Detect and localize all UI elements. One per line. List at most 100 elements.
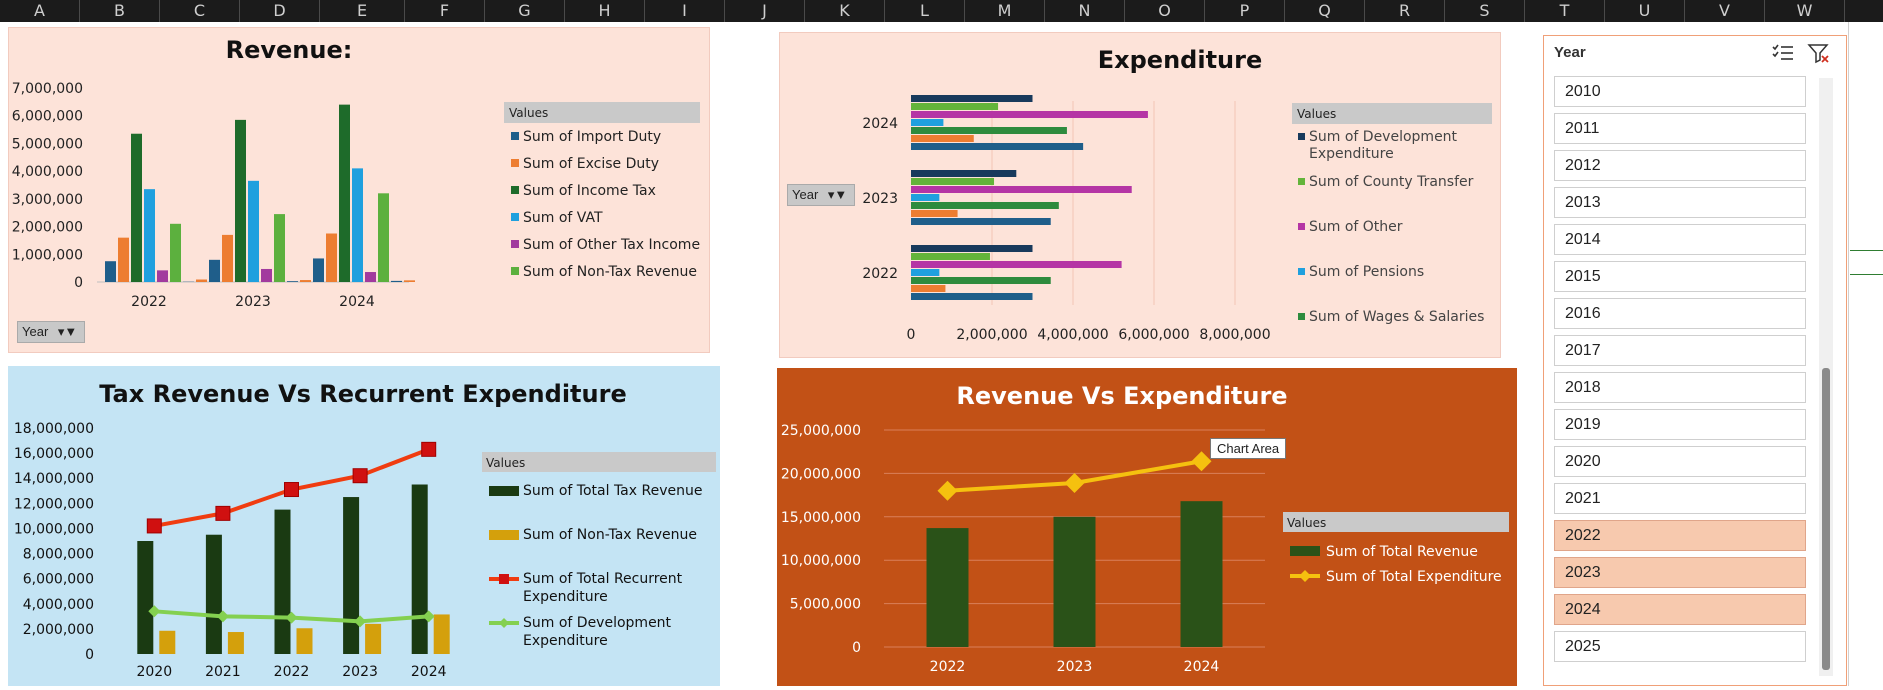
bar[interactable] [911,210,958,217]
slicer-item-2021[interactable]: 2021 [1554,483,1806,514]
column-header-r[interactable]: R [1365,0,1445,22]
column-header-q[interactable]: Q [1285,0,1365,22]
column-header-c[interactable]: C [160,0,240,22]
data-point[interactable] [147,519,161,533]
data-point[interactable] [1065,473,1085,493]
slicer-item-2023[interactable]: 2023 [1554,557,1806,588]
bar[interactable] [228,632,244,654]
slicer-item-2012[interactable]: 2012 [1554,150,1806,181]
bar[interactable] [911,202,1059,209]
bar[interactable] [927,528,969,647]
data-point[interactable] [216,506,230,520]
bar[interactable] [365,272,376,282]
bar[interactable] [144,189,155,282]
bar[interactable] [287,281,298,282]
bar[interactable] [911,277,1051,284]
bar[interactable] [274,214,285,282]
column-header-u[interactable]: U [1605,0,1685,22]
column-header-v[interactable]: V [1685,0,1765,22]
column-header-n[interactable]: N [1045,0,1125,22]
bar[interactable] [352,168,363,282]
data-point[interactable] [285,483,299,497]
bar[interactable] [209,260,220,282]
column-header-t[interactable]: T [1525,0,1605,22]
bar[interactable] [911,178,994,185]
data-point[interactable] [1192,451,1212,471]
bar[interactable] [275,510,291,654]
slicer-item-2013[interactable]: 2013 [1554,187,1806,218]
column-header-o[interactable]: O [1125,0,1205,22]
bar[interactable] [378,193,389,282]
slicer-item-2024[interactable]: 2024 [1554,594,1806,625]
column-header-e[interactable]: E [320,0,405,22]
slicer-item-2010[interactable]: 2010 [1554,76,1806,107]
column-header-i[interactable]: I [645,0,725,22]
slicer-item-2020[interactable]: 2020 [1554,446,1806,477]
slicer-scroll-thumb[interactable] [1822,368,1830,670]
bar[interactable] [365,624,381,654]
column-header-b[interactable]: B [80,0,160,22]
bar[interactable] [313,258,324,282]
bar[interactable] [157,270,168,282]
year-filter-button[interactable]: Year ▾▼ [17,321,85,343]
bar[interactable] [404,280,415,282]
column-header-a[interactable]: A [0,0,80,22]
bar[interactable] [911,186,1132,193]
bar[interactable] [343,497,359,654]
bar[interactable] [118,238,129,282]
slicer-item-2014[interactable]: 2014 [1554,224,1806,255]
bar[interactable] [911,194,939,201]
bar[interactable] [170,224,181,282]
bar[interactable] [434,614,450,654]
slicer-item-2015[interactable]: 2015 [1554,261,1806,292]
slicer-scrollbar[interactable] [1819,78,1833,676]
slicer-item-2019[interactable]: 2019 [1554,409,1806,440]
bar[interactable] [131,134,142,282]
column-header-j[interactable]: J [725,0,805,22]
bar[interactable] [911,245,1033,252]
bar[interactable] [911,269,939,276]
bar[interactable] [137,541,153,654]
bar[interactable] [261,269,272,282]
data-point[interactable] [938,481,958,501]
bar[interactable] [911,293,1033,300]
column-header-l[interactable]: L [885,0,965,22]
bar[interactable] [911,218,1051,225]
slicer-item-2016[interactable]: 2016 [1554,298,1806,329]
column-header-g[interactable]: G [485,0,565,22]
year-filter-button[interactable]: Year ▾▼ [787,184,855,206]
column-header-w[interactable]: W [1765,0,1845,22]
bar[interactable] [248,181,259,282]
bar[interactable] [105,261,116,282]
bar[interactable] [911,143,1083,150]
bar[interactable] [326,234,337,283]
slicer-item-2011[interactable]: 2011 [1554,113,1806,144]
bar[interactable] [911,111,1148,118]
bar[interactable] [911,103,998,110]
bar[interactable] [911,135,974,142]
column-header-s[interactable]: S [1445,0,1525,22]
bar[interactable] [1054,517,1096,647]
bar[interactable] [297,628,313,654]
bar[interactable] [911,253,990,260]
bar[interactable] [206,535,222,654]
column-header-k[interactable]: K [805,0,885,22]
bar[interactable] [159,631,175,654]
bar[interactable] [911,285,945,292]
column-header-p[interactable]: P [1205,0,1285,22]
multi-select-icon[interactable] [1770,41,1796,65]
bar[interactable] [911,119,943,126]
clear-filter-icon[interactable] [1806,41,1832,65]
bar[interactable] [222,235,233,282]
bar[interactable] [1181,501,1223,647]
column-header-h[interactable]: H [565,0,645,22]
slicer-item-2022[interactable]: 2022 [1554,520,1806,551]
bar[interactable] [339,105,350,282]
data-point[interactable] [353,469,367,483]
data-point[interactable] [422,442,436,456]
bar[interactable] [300,280,311,282]
